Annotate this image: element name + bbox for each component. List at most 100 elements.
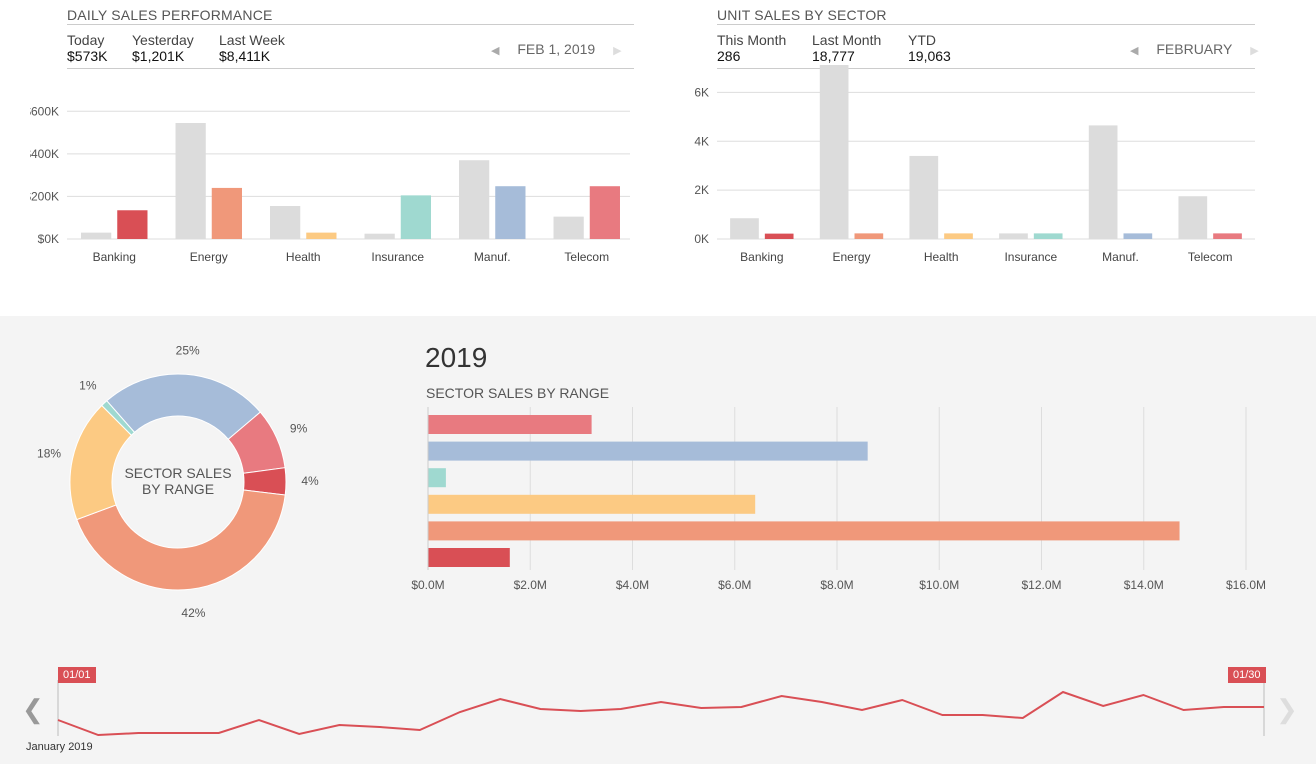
- bar-current[interactable]: [1033, 233, 1063, 239]
- timeline-month-label: January 2019: [26, 741, 93, 753]
- bar-current[interactable]: [944, 233, 973, 239]
- bar-previous[interactable]: [1088, 125, 1118, 239]
- sector-range-chart: $0.0M $2.0M $4.0M $6.0M $8.0M $10.0M $12.0M $14…: [411, 407, 1266, 592]
- x-tick-label: $4.0M: [616, 578, 649, 592]
- bar-previous[interactable]: [1178, 196, 1208, 239]
- x-tick-label: $14.0M: [1124, 578, 1164, 592]
- divider: [67, 24, 634, 25]
- category-label: Telecom: [1188, 250, 1233, 264]
- category-label: Manuf.: [474, 250, 511, 264]
- stat-value: $573K: [67, 48, 108, 64]
- y-tick-label: 6K: [694, 85, 709, 99]
- range-bar[interactable]: [428, 415, 592, 434]
- x-tick-label: $10.0M: [919, 578, 959, 592]
- bar-previous[interactable]: [175, 122, 206, 239]
- x-tick-label: $12.0M: [1021, 578, 1061, 592]
- donut-slice[interactable]: [101, 400, 136, 436]
- stat-value: 18,777: [812, 48, 855, 64]
- bar-current[interactable]: [117, 210, 148, 239]
- bar-current[interactable]: [589, 186, 620, 239]
- donut-slice[interactable]: [76, 489, 286, 591]
- prev-month-icon[interactable]: ◀: [1130, 45, 1139, 57]
- bar-current[interactable]: [854, 233, 884, 239]
- slice-label: 42%: [181, 606, 205, 620]
- top-panel: DAILY SALES PERFORMANCE Today $573K Yest…: [0, 0, 1316, 316]
- bar-current[interactable]: [306, 232, 337, 239]
- date-label: FEB 1, 2019: [517, 41, 596, 57]
- y-tick-label: $200K: [30, 189, 59, 203]
- slice-label: 18%: [37, 447, 61, 461]
- bar-previous[interactable]: [730, 218, 759, 239]
- slice-label: 9%: [290, 421, 308, 435]
- prev-date-icon[interactable]: ◀: [491, 45, 500, 57]
- category-label: Telecom: [564, 250, 609, 264]
- divider: [717, 68, 1255, 69]
- daily-sales-title: DAILY SALES PERFORMANCE: [67, 7, 273, 23]
- bar-current[interactable]: [400, 195, 431, 239]
- y-tick-label: 2K: [694, 183, 709, 197]
- category-label: Health: [286, 250, 321, 264]
- donut-center-line2: BY RANGE: [142, 481, 214, 497]
- year-title: 2019: [425, 342, 488, 373]
- stat-this-month: This Month 286: [717, 32, 786, 64]
- range-bar[interactable]: [428, 521, 1180, 541]
- range-bar[interactable]: [428, 494, 756, 514]
- bar-current[interactable]: [1213, 233, 1242, 239]
- stat-last-week: Last Week $8,411K: [219, 32, 285, 64]
- timeline-start-flag[interactable]: 01/01: [58, 667, 96, 683]
- stat-last-month: Last Month 18,777: [812, 32, 881, 64]
- slice-label: 25%: [176, 343, 200, 357]
- bar-previous[interactable]: [364, 233, 395, 239]
- divider: [717, 24, 1255, 25]
- y-tick-label: $0K: [38, 232, 59, 246]
- month-navigator: ◀ FEBRUARY ▶: [1130, 41, 1259, 57]
- timeline-prev-icon[interactable]: ❮: [22, 694, 44, 724]
- y-tick-label: 4K: [694, 134, 709, 148]
- x-tick-label: $0.0M: [411, 578, 444, 592]
- bar-previous[interactable]: [81, 232, 112, 239]
- bar-previous[interactable]: [270, 206, 301, 239]
- date-navigator: ◀ FEB 1, 2019 ▶: [491, 41, 622, 57]
- category-label: Energy: [832, 250, 870, 264]
- stat-label: Last Week: [219, 32, 285, 48]
- category-label: Insurance: [1004, 250, 1057, 264]
- category-label: Health: [924, 250, 959, 264]
- unit-sales-title: UNIT SALES BY SECTOR: [717, 7, 887, 23]
- stat-label: YTD: [908, 32, 936, 48]
- stat-value: 19,063: [908, 48, 951, 64]
- next-month-icon[interactable]: ▶: [1250, 45, 1259, 57]
- x-tick-label: $8.0M: [820, 578, 853, 592]
- bar-current[interactable]: [495, 186, 526, 239]
- unit-sales-chart: 0K 2K 4K 6K Banking Energy Health Insurance Manu…: [694, 65, 1255, 264]
- category-label: Energy: [190, 250, 228, 264]
- stat-ytd: YTD 19,063: [908, 32, 951, 64]
- x-tick-label: $6.0M: [718, 578, 751, 592]
- bar-previous[interactable]: [909, 155, 939, 239]
- bar-current[interactable]: [764, 233, 794, 239]
- timeline-end-flag[interactable]: 01/30: [1228, 667, 1266, 683]
- stat-label: Yesterday: [132, 32, 194, 48]
- stat-value: $1,201K: [132, 48, 185, 64]
- range-bar[interactable]: [428, 468, 446, 488]
- timeline-next-icon[interactable]: ❯: [1276, 694, 1298, 724]
- stat-label: This Month: [717, 32, 787, 48]
- sector-donut-chart: SECTOR SALES BY RANGE 25% 9% 4% 42% 18% 1%: [37, 343, 319, 620]
- slice-label: 1%: [79, 379, 97, 393]
- bar-previous[interactable]: [459, 160, 490, 239]
- range-chart-title: SECTOR SALES BY RANGE: [426, 385, 610, 401]
- x-tick-label: $2.0M: [514, 578, 547, 592]
- divider: [67, 68, 634, 69]
- range-bar[interactable]: [428, 441, 868, 461]
- bar-previous[interactable]: [819, 65, 849, 239]
- range-bar[interactable]: [428, 548, 510, 567]
- next-date-icon[interactable]: ▶: [613, 45, 622, 57]
- bar-current[interactable]: [1123, 233, 1153, 239]
- x-tick-label: $16.0M: [1226, 578, 1266, 592]
- bar-previous[interactable]: [999, 233, 1028, 239]
- bar-current[interactable]: [211, 187, 242, 239]
- category-label: Manuf.: [1102, 250, 1139, 264]
- stat-yesterday: Yesterday $1,201K: [132, 32, 194, 64]
- bar-previous[interactable]: [553, 216, 584, 239]
- month-label: FEBRUARY: [1156, 41, 1233, 57]
- timeline-chart[interactable]: [52, 666, 1272, 746]
